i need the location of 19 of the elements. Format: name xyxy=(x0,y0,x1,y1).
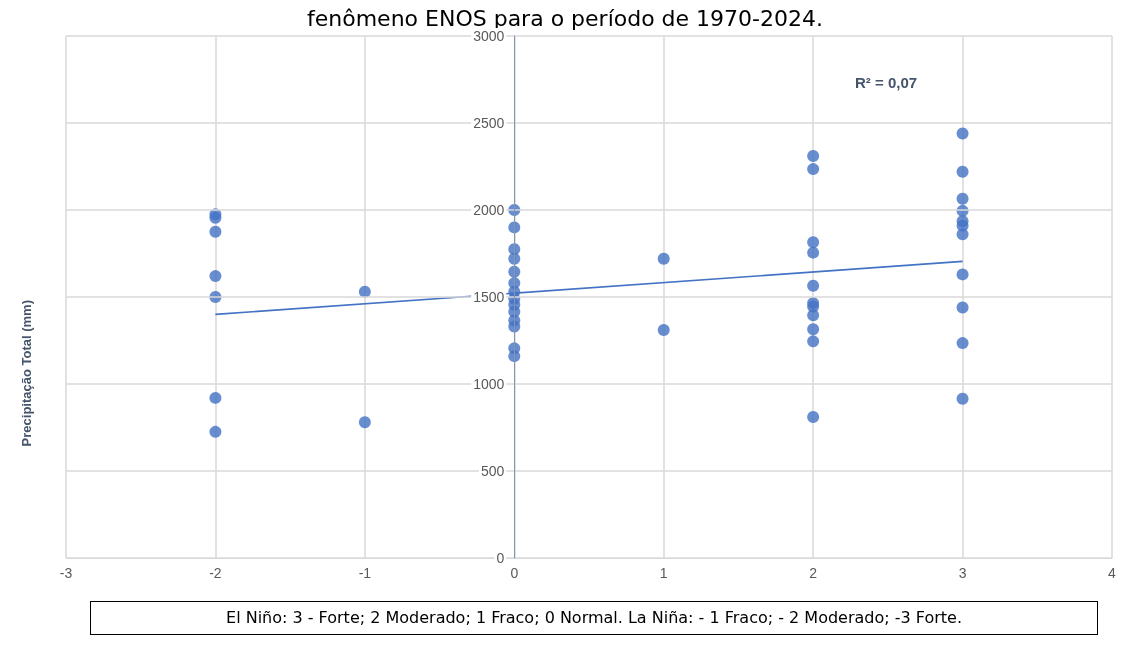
x-tick-label: -2 xyxy=(209,565,222,581)
x-tick-label: -1 xyxy=(358,565,372,581)
y-tick-label: 0 xyxy=(496,550,505,566)
x-tick-label: 4 xyxy=(1108,565,1117,581)
y-axis-title: Precipitação Total (mm) xyxy=(19,300,34,447)
y-tick-label: 3000 xyxy=(473,28,505,44)
chart-title: fenômeno ENOS para o período de 1970-2024. xyxy=(306,5,824,31)
text: El Niño: 3 - Forte; 2 Moderado; 1 Fraco; 0 Normal. La Niña: - 1 Fraco; - 2 Moderado; -3 Forte. xyxy=(90,601,1098,635)
x-tick-label: 1 xyxy=(659,565,668,581)
y-tick-label: 500 xyxy=(480,463,505,479)
y-tick-label: 1500 xyxy=(473,289,505,305)
y-tick-label: 1000 xyxy=(473,376,505,392)
annotation: R² = 0,07 xyxy=(855,74,918,91)
y-tick-label: 2500 xyxy=(473,115,505,131)
x-tick-label: 3 xyxy=(958,565,967,581)
x-tick-label: 0 xyxy=(510,565,519,581)
x-tick-label: -3 xyxy=(59,565,73,581)
x-tick-label: 2 xyxy=(809,565,818,581)
y-tick-label: 2000 xyxy=(473,202,505,218)
